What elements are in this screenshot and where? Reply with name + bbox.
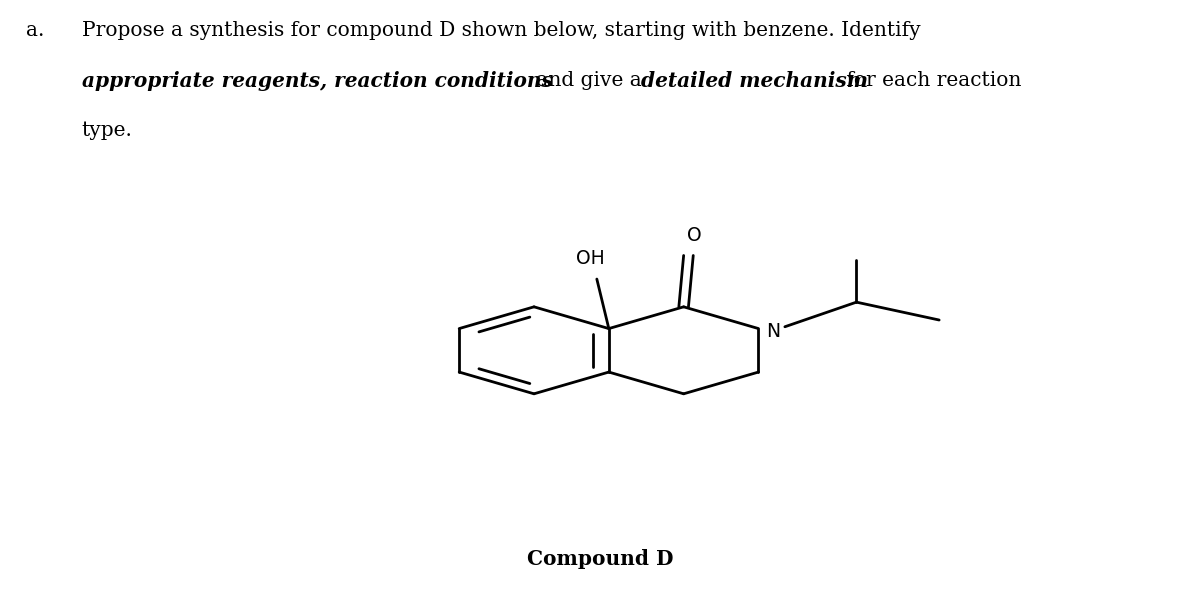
- Text: N: N: [766, 322, 780, 341]
- Text: a.: a.: [26, 21, 44, 40]
- Text: type.: type.: [82, 121, 132, 140]
- Text: Propose a synthesis for compound D shown below, starting with benzene. Identify: Propose a synthesis for compound D shown…: [82, 21, 920, 40]
- Text: and give a: and give a: [530, 71, 648, 90]
- Text: OH: OH: [576, 249, 605, 268]
- Text: O: O: [688, 226, 702, 245]
- Text: detailed mechanism: detailed mechanism: [641, 71, 868, 91]
- Text: for each reaction: for each reaction: [840, 71, 1021, 90]
- Text: appropriate reagents, reaction conditions: appropriate reagents, reaction condition…: [82, 71, 552, 91]
- Text: Compound D: Compound D: [527, 548, 673, 569]
